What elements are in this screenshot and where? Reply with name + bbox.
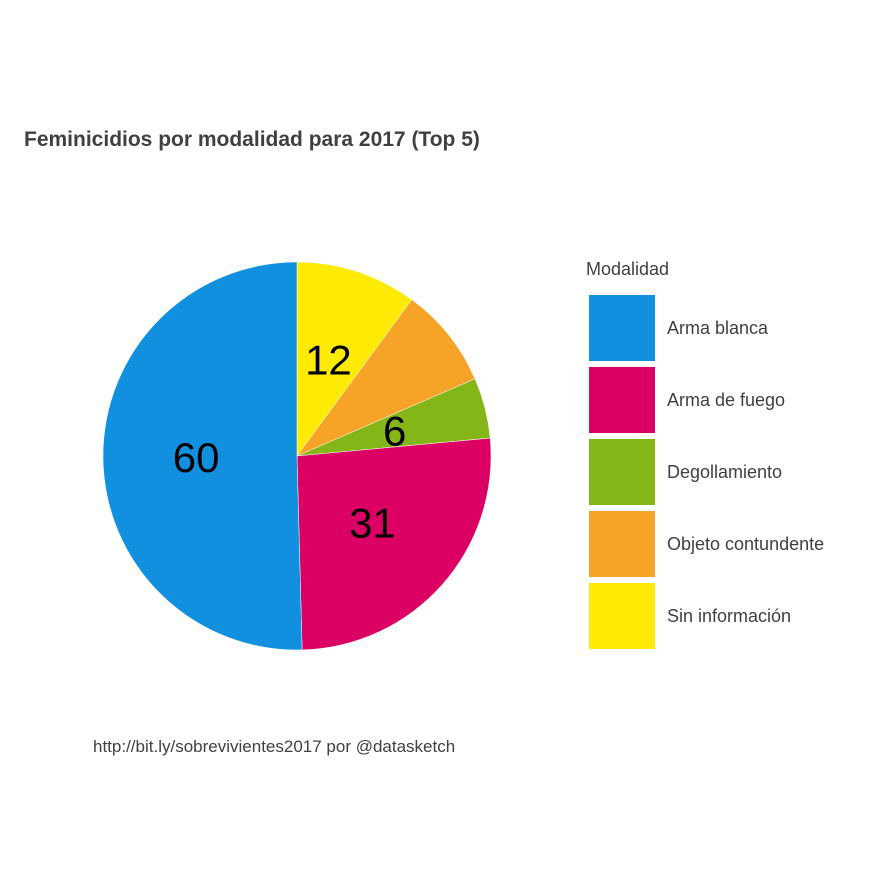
slice-value-label: 12 <box>305 337 352 384</box>
pie-slice-objeto-contundente <box>296 299 476 457</box>
legend-key-objeto-contundente <box>589 511 655 577</box>
legend-label: Objeto contundente <box>667 534 824 554</box>
chart-caption: http://bit.ly/sobrevivientes2017 por @da… <box>93 737 455 756</box>
legend-label: Sin información <box>667 606 791 626</box>
pie: 12 6 31 60 <box>102 261 492 651</box>
pie-slice-arma-blanca <box>102 261 303 651</box>
slice-value-label: 6 <box>383 407 406 454</box>
legend-key-degollamiento <box>589 439 655 505</box>
legend-key-arma-blanca <box>589 295 655 361</box>
chart-title: Feminicidios por modalidad para 2017 (To… <box>24 128 480 151</box>
legend-label: Degollamiento <box>667 462 782 482</box>
pie-slice-arma-de-fuego <box>296 437 492 651</box>
pie-slice-sin-informacion <box>296 261 413 457</box>
legend-title: Modalidad <box>586 259 669 279</box>
legend-key-arma-de-fuego <box>589 367 655 433</box>
legend-key-sin-informacion <box>589 583 655 649</box>
slice-value-label: 60 <box>173 434 220 481</box>
slice-value-label: 31 <box>349 499 396 546</box>
legend-label: Arma de fuego <box>667 390 785 410</box>
legend: Modalidad Arma blanca Arma de fuego Degoll… <box>586 259 824 649</box>
legend-label: Arma blanca <box>667 318 769 338</box>
